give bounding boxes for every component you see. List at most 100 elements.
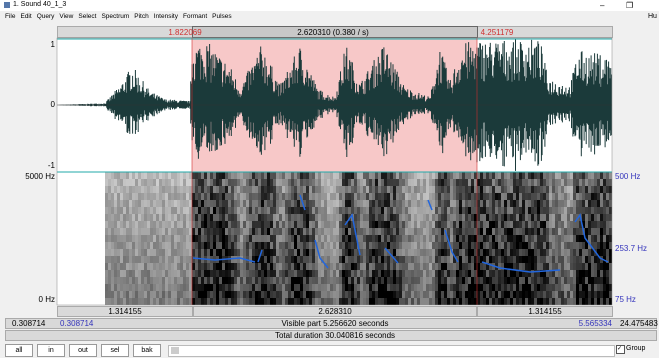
- spectrogram-cell: [570, 298, 573, 305]
- spectrogram-cell: [276, 235, 279, 242]
- spectrogram-cell: [351, 172, 354, 179]
- spectrogram-cell: [180, 207, 183, 214]
- spectrogram-cell: [240, 200, 243, 207]
- spectrogram-cell: [213, 228, 216, 235]
- spectrogram-cell: [525, 214, 528, 221]
- spectrogram-cell: [597, 186, 600, 193]
- spectrogram-cell: [591, 270, 594, 277]
- spectrogram-cell: [564, 298, 567, 305]
- spectrogram-cell: [213, 298, 216, 305]
- spectrogram-cell: [504, 270, 507, 277]
- spectrogram-cell: [510, 249, 513, 256]
- scroll-thumb[interactable]: [171, 347, 179, 354]
- spectrogram-cell: [216, 263, 219, 270]
- spectrogram-cell: [567, 200, 570, 207]
- spectrogram-cell: [339, 207, 342, 214]
- spectrogram-cell: [501, 221, 504, 228]
- spectrogram-cell: [534, 221, 537, 228]
- spectrogram-cell: [402, 249, 405, 256]
- spectrogram-cell: [333, 263, 336, 270]
- spectrogram-cell: [447, 270, 450, 277]
- spectrogram-cell: [243, 298, 246, 305]
- spectrogram-cell: [117, 214, 120, 221]
- spectrogram-cell: [558, 277, 561, 284]
- spectrogram-cell: [189, 249, 192, 256]
- spectrogram-cell: [252, 284, 255, 291]
- spectrogram-cell: [441, 228, 444, 235]
- spectrogram-cell: [108, 249, 111, 256]
- spectrogram-cell: [600, 291, 603, 298]
- spectrogram-cell: [354, 172, 357, 179]
- spectrogram-cell: [414, 298, 417, 305]
- spectrogram-cell: [456, 221, 459, 228]
- spectrogram-cell: [249, 228, 252, 235]
- spectrogram-cell: [582, 207, 585, 214]
- zoom-button[interactable]: in: [37, 344, 65, 357]
- spectrogram-cell: [231, 221, 234, 228]
- spectrogram-cell: [234, 256, 237, 263]
- spectrogram-cell: [360, 207, 363, 214]
- segment-before-label: 1.314155: [108, 307, 141, 316]
- spectrogram-cell: [174, 186, 177, 193]
- spectrogram-cell: [204, 172, 207, 179]
- spectrogram-cell: [507, 298, 510, 305]
- spectrogram-cell: [312, 256, 315, 263]
- spectrogram-cell: [414, 207, 417, 214]
- spectrogram-cell: [444, 298, 447, 305]
- spectrogram-cell: [492, 172, 495, 179]
- spectrogram-cell: [213, 277, 216, 284]
- spectrogram-cell: [336, 214, 339, 221]
- spectrogram-cell: [324, 172, 327, 179]
- spectrogram-cell: [348, 235, 351, 242]
- zoom-button[interactable]: sel: [101, 344, 129, 357]
- group-checkbox[interactable]: ✓: [616, 345, 625, 354]
- spectrogram-cell: [270, 221, 273, 228]
- spectrogram-cell: [393, 284, 396, 291]
- spectrogram-cell: [468, 207, 471, 214]
- spectrogram-cell: [372, 263, 375, 270]
- zoom-button[interactable]: out: [69, 344, 97, 357]
- spectrogram-cell: [309, 284, 312, 291]
- spectrogram-cell: [306, 179, 309, 186]
- spectrogram-cell: [201, 249, 204, 256]
- spectrogram-cell: [453, 200, 456, 207]
- spectrogram-cell: [384, 284, 387, 291]
- zoom-button[interactable]: all: [5, 344, 33, 357]
- spectrogram-cell: [393, 214, 396, 221]
- spectrogram-cell: [225, 172, 228, 179]
- spectrogram-cell: [141, 221, 144, 228]
- scrollbar[interactable]: [168, 345, 615, 357]
- spectrogram-cell: [147, 207, 150, 214]
- spectrogram-cell: [369, 242, 372, 249]
- spectrogram-cell: [453, 291, 456, 298]
- spectrogram-cell: [366, 256, 369, 263]
- spectrogram-cell: [309, 242, 312, 249]
- spectrogram-cell: [255, 256, 258, 263]
- spectrogram-cell: [219, 284, 222, 291]
- zoom-button[interactable]: bak: [133, 344, 161, 357]
- spectrogram-cell: [141, 284, 144, 291]
- spectrogram-cell: [246, 214, 249, 221]
- spectrogram-cell: [204, 263, 207, 270]
- spectrogram-cell: [213, 186, 216, 193]
- spectrogram-cell: [285, 298, 288, 305]
- spectrogram-cell: [489, 291, 492, 298]
- spectrogram-cell: [420, 172, 423, 179]
- spectrogram-cell: [399, 186, 402, 193]
- spectrogram-cell: [567, 193, 570, 200]
- spectrogram-cell: [129, 200, 132, 207]
- spectrogram-cell: [486, 179, 489, 186]
- spectrogram-cell: [483, 249, 486, 256]
- spectrogram-cell: [597, 221, 600, 228]
- spectrogram-cell: [273, 207, 276, 214]
- spectrogram-cell: [255, 291, 258, 298]
- spectrogram-cell: [450, 298, 453, 305]
- spectrogram-cell: [402, 277, 405, 284]
- spectrogram-cell: [231, 270, 234, 277]
- spectrogram-cell: [423, 256, 426, 263]
- spectrogram-cell: [348, 249, 351, 256]
- spectrogram-cell: [288, 179, 291, 186]
- spectrogram-cell: [174, 179, 177, 186]
- spectrogram-cell: [198, 193, 201, 200]
- spectrogram-cell: [255, 214, 258, 221]
